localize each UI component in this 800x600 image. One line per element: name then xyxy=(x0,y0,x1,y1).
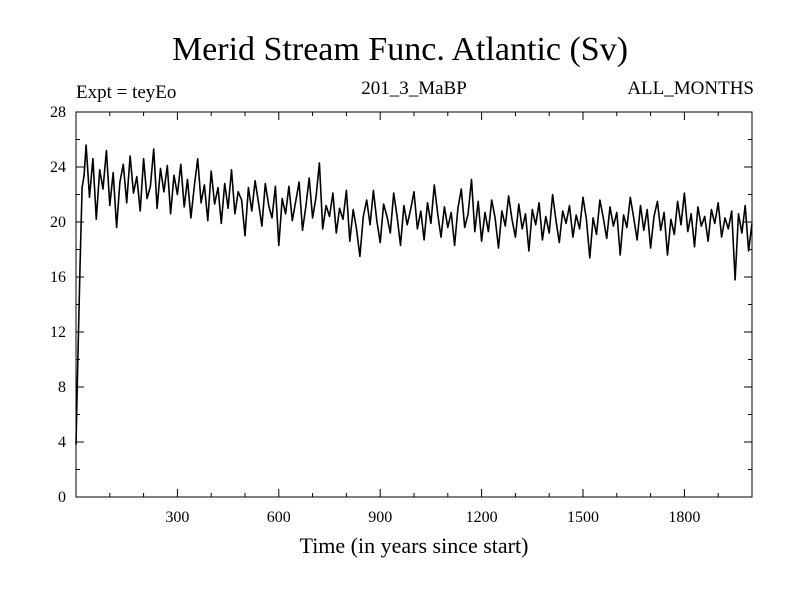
x-tick-label: 1200 xyxy=(466,509,498,526)
axis-ticks: 0 4 8 12 16 20 24 28 300 600 900 1200 1500 1800 xyxy=(50,104,752,526)
x-axis-label: Time (in years since start) xyxy=(299,533,529,558)
y-tick-label: 12 xyxy=(50,324,66,341)
series-group xyxy=(75,144,753,445)
y-tick-label: 0 xyxy=(58,489,66,506)
y-tick-label: 8 xyxy=(58,379,66,396)
y-tick-label: 28 xyxy=(50,104,66,121)
period-label: ALL_MONTHS xyxy=(627,78,754,99)
x-tick-label: 1500 xyxy=(567,509,599,526)
plot-frame xyxy=(75,111,753,498)
series-line xyxy=(75,144,753,445)
run-label: 201_3_MaBP xyxy=(361,78,467,99)
y-tick-label: 4 xyxy=(58,434,66,451)
x-tick-label: 1800 xyxy=(668,509,700,526)
y-tick-label: 20 xyxy=(50,214,66,231)
experiment-label: Expt = teyEo xyxy=(76,82,177,103)
chart-title: Merid Stream Func. Atlantic (Sv) xyxy=(171,31,629,68)
y-tick-label: 16 xyxy=(50,269,66,286)
x-tick-label: 600 xyxy=(267,509,291,526)
x-tick-label: 900 xyxy=(368,509,392,526)
y-tick-label: 24 xyxy=(50,159,66,176)
x-tick-label: 300 xyxy=(165,509,189,526)
